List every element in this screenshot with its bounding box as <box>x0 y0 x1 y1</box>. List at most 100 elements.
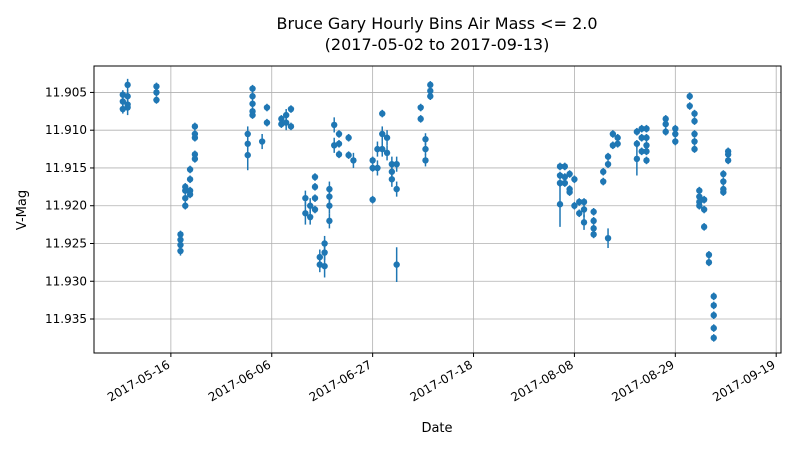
data-marker <box>720 188 727 196</box>
data-marker <box>614 134 621 141</box>
data-point <box>383 130 391 146</box>
data-marker <box>331 142 338 149</box>
data-marker <box>350 157 357 164</box>
data-point <box>700 205 708 214</box>
data-marker <box>249 85 256 92</box>
y-tick-label: 11.920 <box>45 199 87 213</box>
data-marker <box>393 185 400 193</box>
data-marker <box>609 142 617 149</box>
data-point <box>249 92 256 100</box>
data-point <box>393 181 400 197</box>
data-point <box>379 141 386 157</box>
data-point <box>119 104 127 114</box>
data-marker <box>244 130 251 138</box>
data-point <box>720 177 727 186</box>
data-marker <box>614 140 621 147</box>
data-point <box>710 324 717 332</box>
data-marker <box>691 138 698 145</box>
data-marker <box>369 164 376 172</box>
data-marker <box>153 96 160 104</box>
data-point <box>321 254 328 278</box>
data-point <box>374 160 381 176</box>
data-point <box>124 99 131 116</box>
data-point <box>191 155 199 163</box>
y-axis-ticks: 11.905 11.910 11.915 11.920 11.925 11.930 11.9… <box>45 85 94 326</box>
data-point <box>710 292 717 301</box>
data-marker <box>720 178 727 185</box>
data-point <box>576 209 583 218</box>
data-point <box>643 156 650 165</box>
data-marker <box>182 202 189 209</box>
data-marker <box>287 105 295 113</box>
data-point <box>561 162 569 171</box>
data-marker <box>321 262 328 270</box>
data-marker <box>710 293 717 300</box>
data-point <box>335 130 343 138</box>
data-marker <box>393 160 400 168</box>
data-point <box>182 201 189 210</box>
data-marker <box>278 120 285 128</box>
data-point <box>311 173 319 181</box>
data-point <box>571 175 578 184</box>
data-marker <box>306 213 314 221</box>
data-marker <box>638 148 645 155</box>
data-marker <box>177 231 184 238</box>
data-point <box>556 162 564 171</box>
data-marker <box>700 206 708 213</box>
data-marker <box>263 104 271 111</box>
data-point <box>633 142 641 176</box>
data-marker <box>321 240 328 247</box>
data-marker <box>638 134 645 141</box>
data-point <box>326 213 333 229</box>
data-point <box>287 122 295 131</box>
data-point <box>686 92 693 100</box>
data-marker <box>571 176 578 183</box>
data-marker <box>306 202 314 209</box>
data-marker <box>316 261 323 268</box>
data-point <box>191 122 199 131</box>
x-axis-label: Date <box>421 421 452 436</box>
data-point <box>374 141 381 157</box>
plot-frame <box>93 65 782 354</box>
data-point <box>311 205 319 214</box>
data-point <box>249 111 256 119</box>
data-marker <box>393 261 400 268</box>
data-point <box>393 156 400 172</box>
data-marker <box>326 217 333 225</box>
grid-lines <box>94 66 781 353</box>
data-marker <box>369 196 376 203</box>
y-axis-label: V-Mag <box>15 190 30 230</box>
data-marker <box>566 188 573 196</box>
data-marker <box>379 145 386 153</box>
data-point <box>335 150 343 159</box>
data-marker <box>191 134 199 141</box>
data-marker <box>691 130 698 138</box>
data-point <box>316 257 323 273</box>
data-marker <box>710 324 717 332</box>
data-marker <box>609 130 617 138</box>
data-marker <box>311 183 319 191</box>
data-marker <box>561 179 569 187</box>
data-marker <box>710 334 717 342</box>
y-tick-label: 11.905 <box>45 85 87 99</box>
data-point <box>561 179 569 187</box>
data-point <box>638 124 645 133</box>
data-marker <box>686 93 693 100</box>
data-marker <box>335 140 343 147</box>
data-point <box>700 195 708 204</box>
data-marker <box>191 151 199 158</box>
data-point <box>186 165 194 174</box>
data-marker <box>186 191 194 198</box>
data-marker <box>422 145 429 153</box>
data-marker <box>153 83 160 90</box>
data-marker <box>335 130 343 138</box>
data-point <box>672 137 679 146</box>
data-marker <box>422 136 429 143</box>
data-marker <box>686 102 693 110</box>
data-point <box>710 301 717 310</box>
x-tick-label: 2017-06-06 <box>206 357 273 404</box>
data-point <box>369 195 376 204</box>
data-marker <box>311 206 319 213</box>
data-point <box>393 247 400 283</box>
